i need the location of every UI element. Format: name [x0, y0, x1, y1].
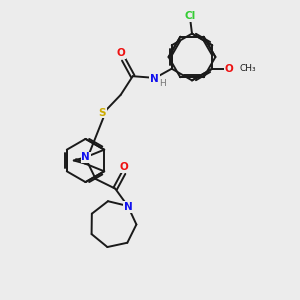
- Text: Cl: Cl: [185, 11, 196, 21]
- Text: N: N: [150, 74, 159, 84]
- Text: O: O: [116, 48, 125, 58]
- Text: O: O: [224, 64, 233, 74]
- Text: CH₃: CH₃: [239, 64, 256, 73]
- Text: H: H: [159, 79, 166, 88]
- Text: N: N: [124, 202, 133, 212]
- Text: N: N: [81, 152, 90, 162]
- Text: S: S: [99, 107, 106, 118]
- Text: O: O: [119, 162, 128, 172]
